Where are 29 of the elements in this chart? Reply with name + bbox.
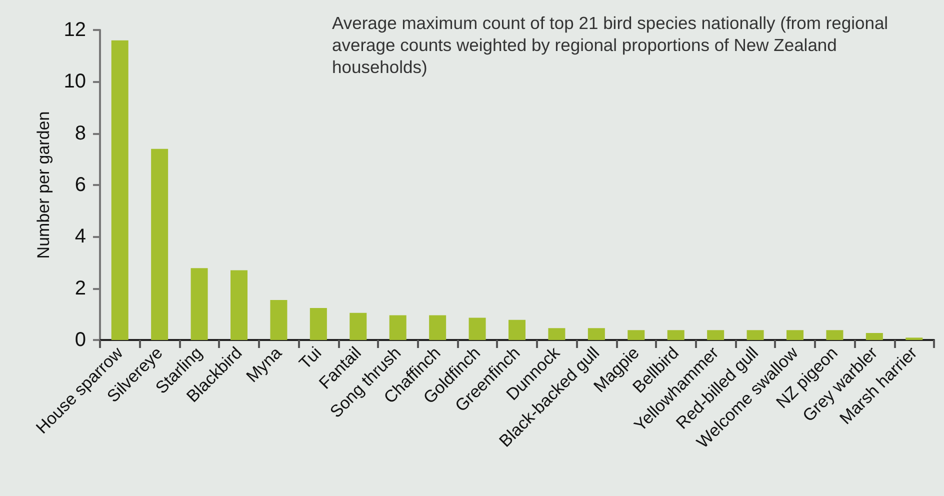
bar [230,270,248,340]
bar [350,312,367,340]
y-tick-label: 0 [74,329,86,351]
y-tick-label: 6 [74,174,86,196]
y-tick-label: 4 [74,226,86,248]
bar [588,328,605,340]
bar [468,318,486,340]
y-tick-label: 12 [64,19,86,41]
bar [707,330,724,340]
bar [746,330,764,340]
y-tick-label: 8 [74,122,86,144]
y-tick-label: 10 [64,70,86,93]
y-tick-label: 2 [74,277,86,300]
bar [866,333,883,340]
bar [667,330,684,340]
bar [786,330,804,340]
bar [190,268,208,340]
bar [389,315,406,340]
bar [548,328,566,340]
bar [628,330,645,340]
bar [310,308,327,340]
chart-title: Average maximum count of top 21 bird species nationally (from regional average counts weighted by regional proportions of New Zealand households) [332,12,890,78]
bar [826,330,844,340]
y-axis-title: Number per garden [34,111,53,259]
bar [151,148,168,340]
bar [429,315,446,340]
bar [270,300,288,340]
bar [111,40,128,340]
bar [508,320,526,340]
